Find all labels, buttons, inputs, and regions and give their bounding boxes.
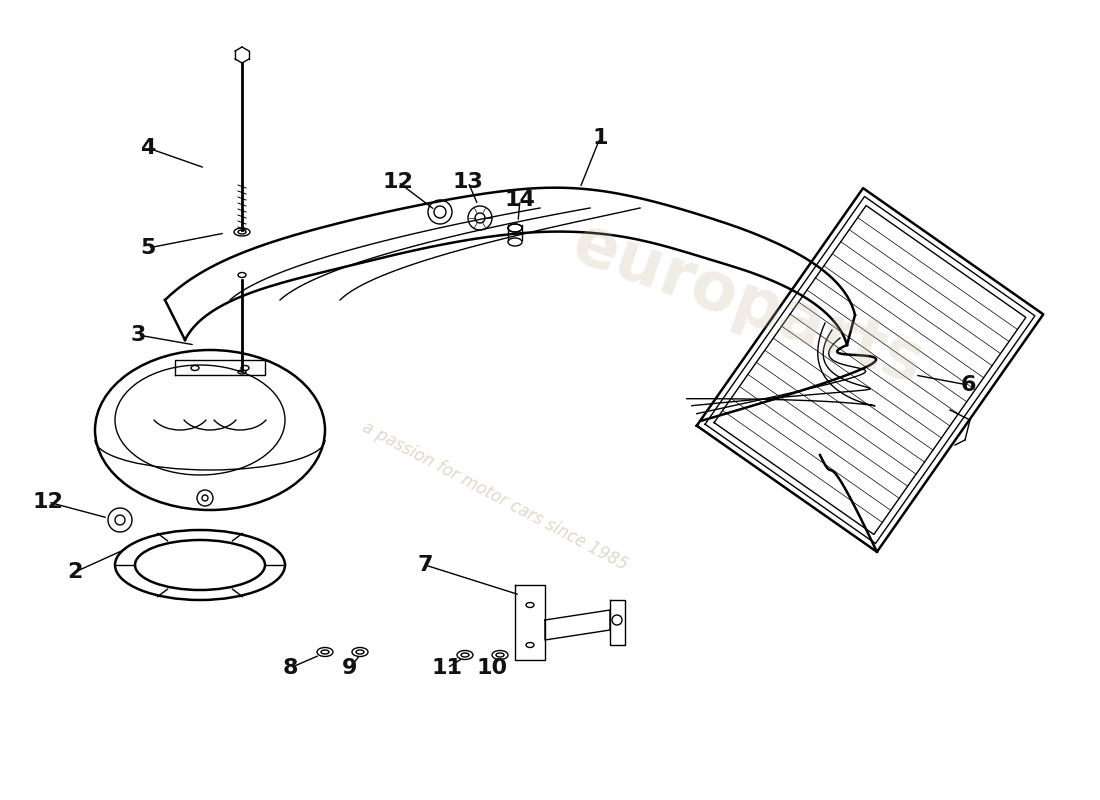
Text: 12: 12 (33, 492, 64, 512)
Text: 9: 9 (342, 658, 358, 678)
Text: 2: 2 (67, 562, 82, 582)
Text: 4: 4 (141, 138, 156, 158)
Text: europarts: europarts (563, 210, 933, 398)
Text: 14: 14 (505, 190, 536, 210)
Text: a passion for motor cars since 1985: a passion for motor cars since 1985 (359, 418, 631, 574)
Text: 11: 11 (431, 658, 462, 678)
Text: 5: 5 (141, 238, 156, 258)
Text: 3: 3 (130, 325, 145, 345)
Text: 12: 12 (383, 172, 414, 192)
Text: 8: 8 (283, 658, 298, 678)
Text: 1: 1 (592, 128, 607, 148)
Text: 7: 7 (417, 555, 432, 575)
Text: 13: 13 (452, 172, 483, 192)
Text: 6: 6 (960, 375, 976, 395)
Text: 10: 10 (476, 658, 507, 678)
